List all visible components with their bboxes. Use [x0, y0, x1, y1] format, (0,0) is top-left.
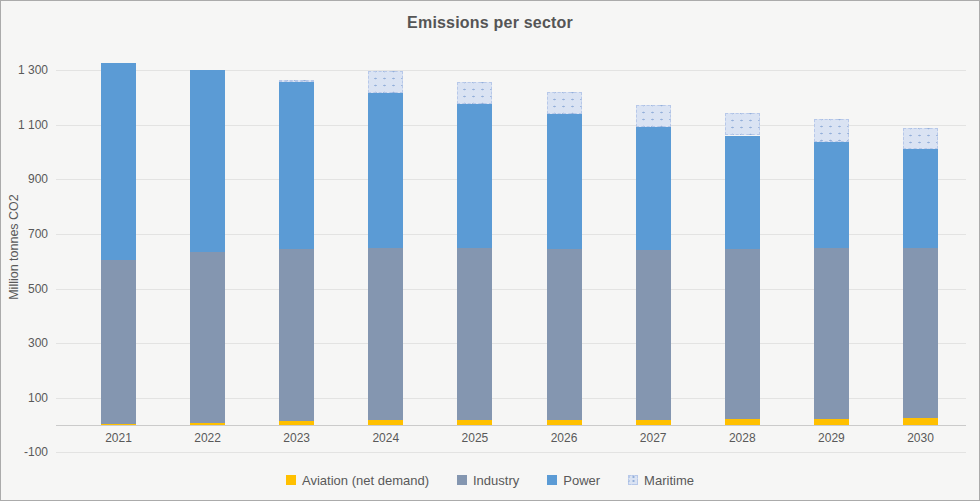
- bar-segment-aviation-2025: [457, 420, 492, 425]
- x-tick-label-2029: 2029: [796, 431, 866, 445]
- bar-segment-industry-2030: [903, 248, 938, 418]
- bar-segment-industry-2021: [101, 260, 136, 424]
- x-tick-label-2030: 2030: [886, 431, 956, 445]
- x-tick-label-2028: 2028: [707, 431, 777, 445]
- bar-segment-maritime-2028: [725, 113, 760, 135]
- bar-segment-aviation-2027: [636, 420, 671, 425]
- legend-item-maritime: Maritime: [628, 473, 694, 488]
- bar-segment-maritime-2027: [636, 105, 671, 127]
- x-tick-label-2022: 2022: [173, 431, 243, 445]
- y-tick-label: -100: [1, 445, 48, 459]
- bar-segment-industry-2029: [814, 248, 849, 419]
- bar-segment-industry-2028: [725, 249, 760, 420]
- legend-label-aviation: Aviation (net demand): [302, 473, 429, 488]
- bar-segment-maritime-2024: [368, 71, 403, 93]
- bar-segment-maritime-2029: [814, 119, 849, 142]
- y-tick-label: 1 100: [1, 118, 48, 132]
- bar-segment-industry-2024: [368, 248, 403, 421]
- bar-segment-power-2026: [547, 114, 582, 249]
- y-tick-label: 1 300: [1, 63, 48, 77]
- x-tick-label-2021: 2021: [84, 431, 154, 445]
- bar-segment-industry-2026: [547, 249, 582, 420]
- legend-item-aviation: Aviation (net demand): [286, 473, 429, 488]
- x-tick-label-2023: 2023: [262, 431, 332, 445]
- bar-segment-power-2021: [101, 63, 136, 260]
- legend: Aviation (net demand) Industry Power Mariti…: [1, 468, 979, 492]
- bar-segment-industry-2022: [190, 252, 225, 422]
- bar-segment-maritime-2030: [903, 128, 938, 149]
- legend-swatch-aviation-icon: [286, 475, 296, 485]
- y-axis-title: Million tonnes CO2: [7, 97, 23, 397]
- x-axis-line: [56, 425, 966, 426]
- bar-segment-aviation-2022: [190, 423, 225, 425]
- chart-title: Emissions per sector: [1, 14, 979, 32]
- bar-segment-aviation-2023: [279, 421, 314, 425]
- legend-swatch-industry-icon: [457, 475, 467, 485]
- bar-segment-maritime-2025: [457, 82, 492, 103]
- bar-segment-power-2027: [636, 127, 671, 250]
- x-tick-label-2024: 2024: [351, 431, 421, 445]
- bar-segment-power-2025: [457, 104, 492, 248]
- bar-segment-aviation-2024: [368, 420, 403, 425]
- bar-segment-power-2024: [368, 93, 403, 248]
- bar-segment-industry-2023: [279, 249, 314, 422]
- x-tick-label-2026: 2026: [529, 431, 599, 445]
- x-tick-label-2025: 2025: [440, 431, 510, 445]
- legend-label-industry: Industry: [473, 473, 519, 488]
- legend-item-industry: Industry: [457, 473, 519, 488]
- bar-segment-power-2023: [279, 81, 314, 248]
- legend-label-maritime: Maritime: [644, 473, 694, 488]
- y-tick-label: 900: [1, 172, 48, 186]
- bar-segment-maritime-2023: [279, 80, 314, 82]
- legend-swatch-power-icon: [547, 475, 557, 485]
- legend-label-power: Power: [563, 473, 600, 488]
- y-tick-label: 300: [1, 336, 48, 350]
- x-tick-label-2027: 2027: [618, 431, 688, 445]
- bar-segment-power-2029: [814, 142, 849, 248]
- bar-segment-aviation-2029: [814, 419, 849, 425]
- bar-segment-power-2028: [725, 136, 760, 249]
- bar-segment-maritime-2026: [547, 92, 582, 113]
- bar-segment-industry-2025: [457, 248, 492, 421]
- legend-item-power: Power: [547, 473, 600, 488]
- bar-segment-aviation-2026: [547, 420, 582, 425]
- bar-segment-industry-2027: [636, 250, 671, 420]
- y-tick-label: 100: [1, 391, 48, 405]
- y-tick-label: 500: [1, 282, 48, 296]
- legend-swatch-maritime-icon: [628, 475, 638, 485]
- y-tick-label: 700: [1, 227, 48, 241]
- bar-segment-power-2022: [190, 70, 225, 252]
- bar-segment-aviation-2028: [725, 419, 760, 425]
- bar-segment-aviation-2021: [101, 424, 136, 425]
- gridline: [56, 452, 966, 453]
- bar-segment-aviation-2030: [903, 418, 938, 425]
- bar-segment-power-2030: [903, 149, 938, 248]
